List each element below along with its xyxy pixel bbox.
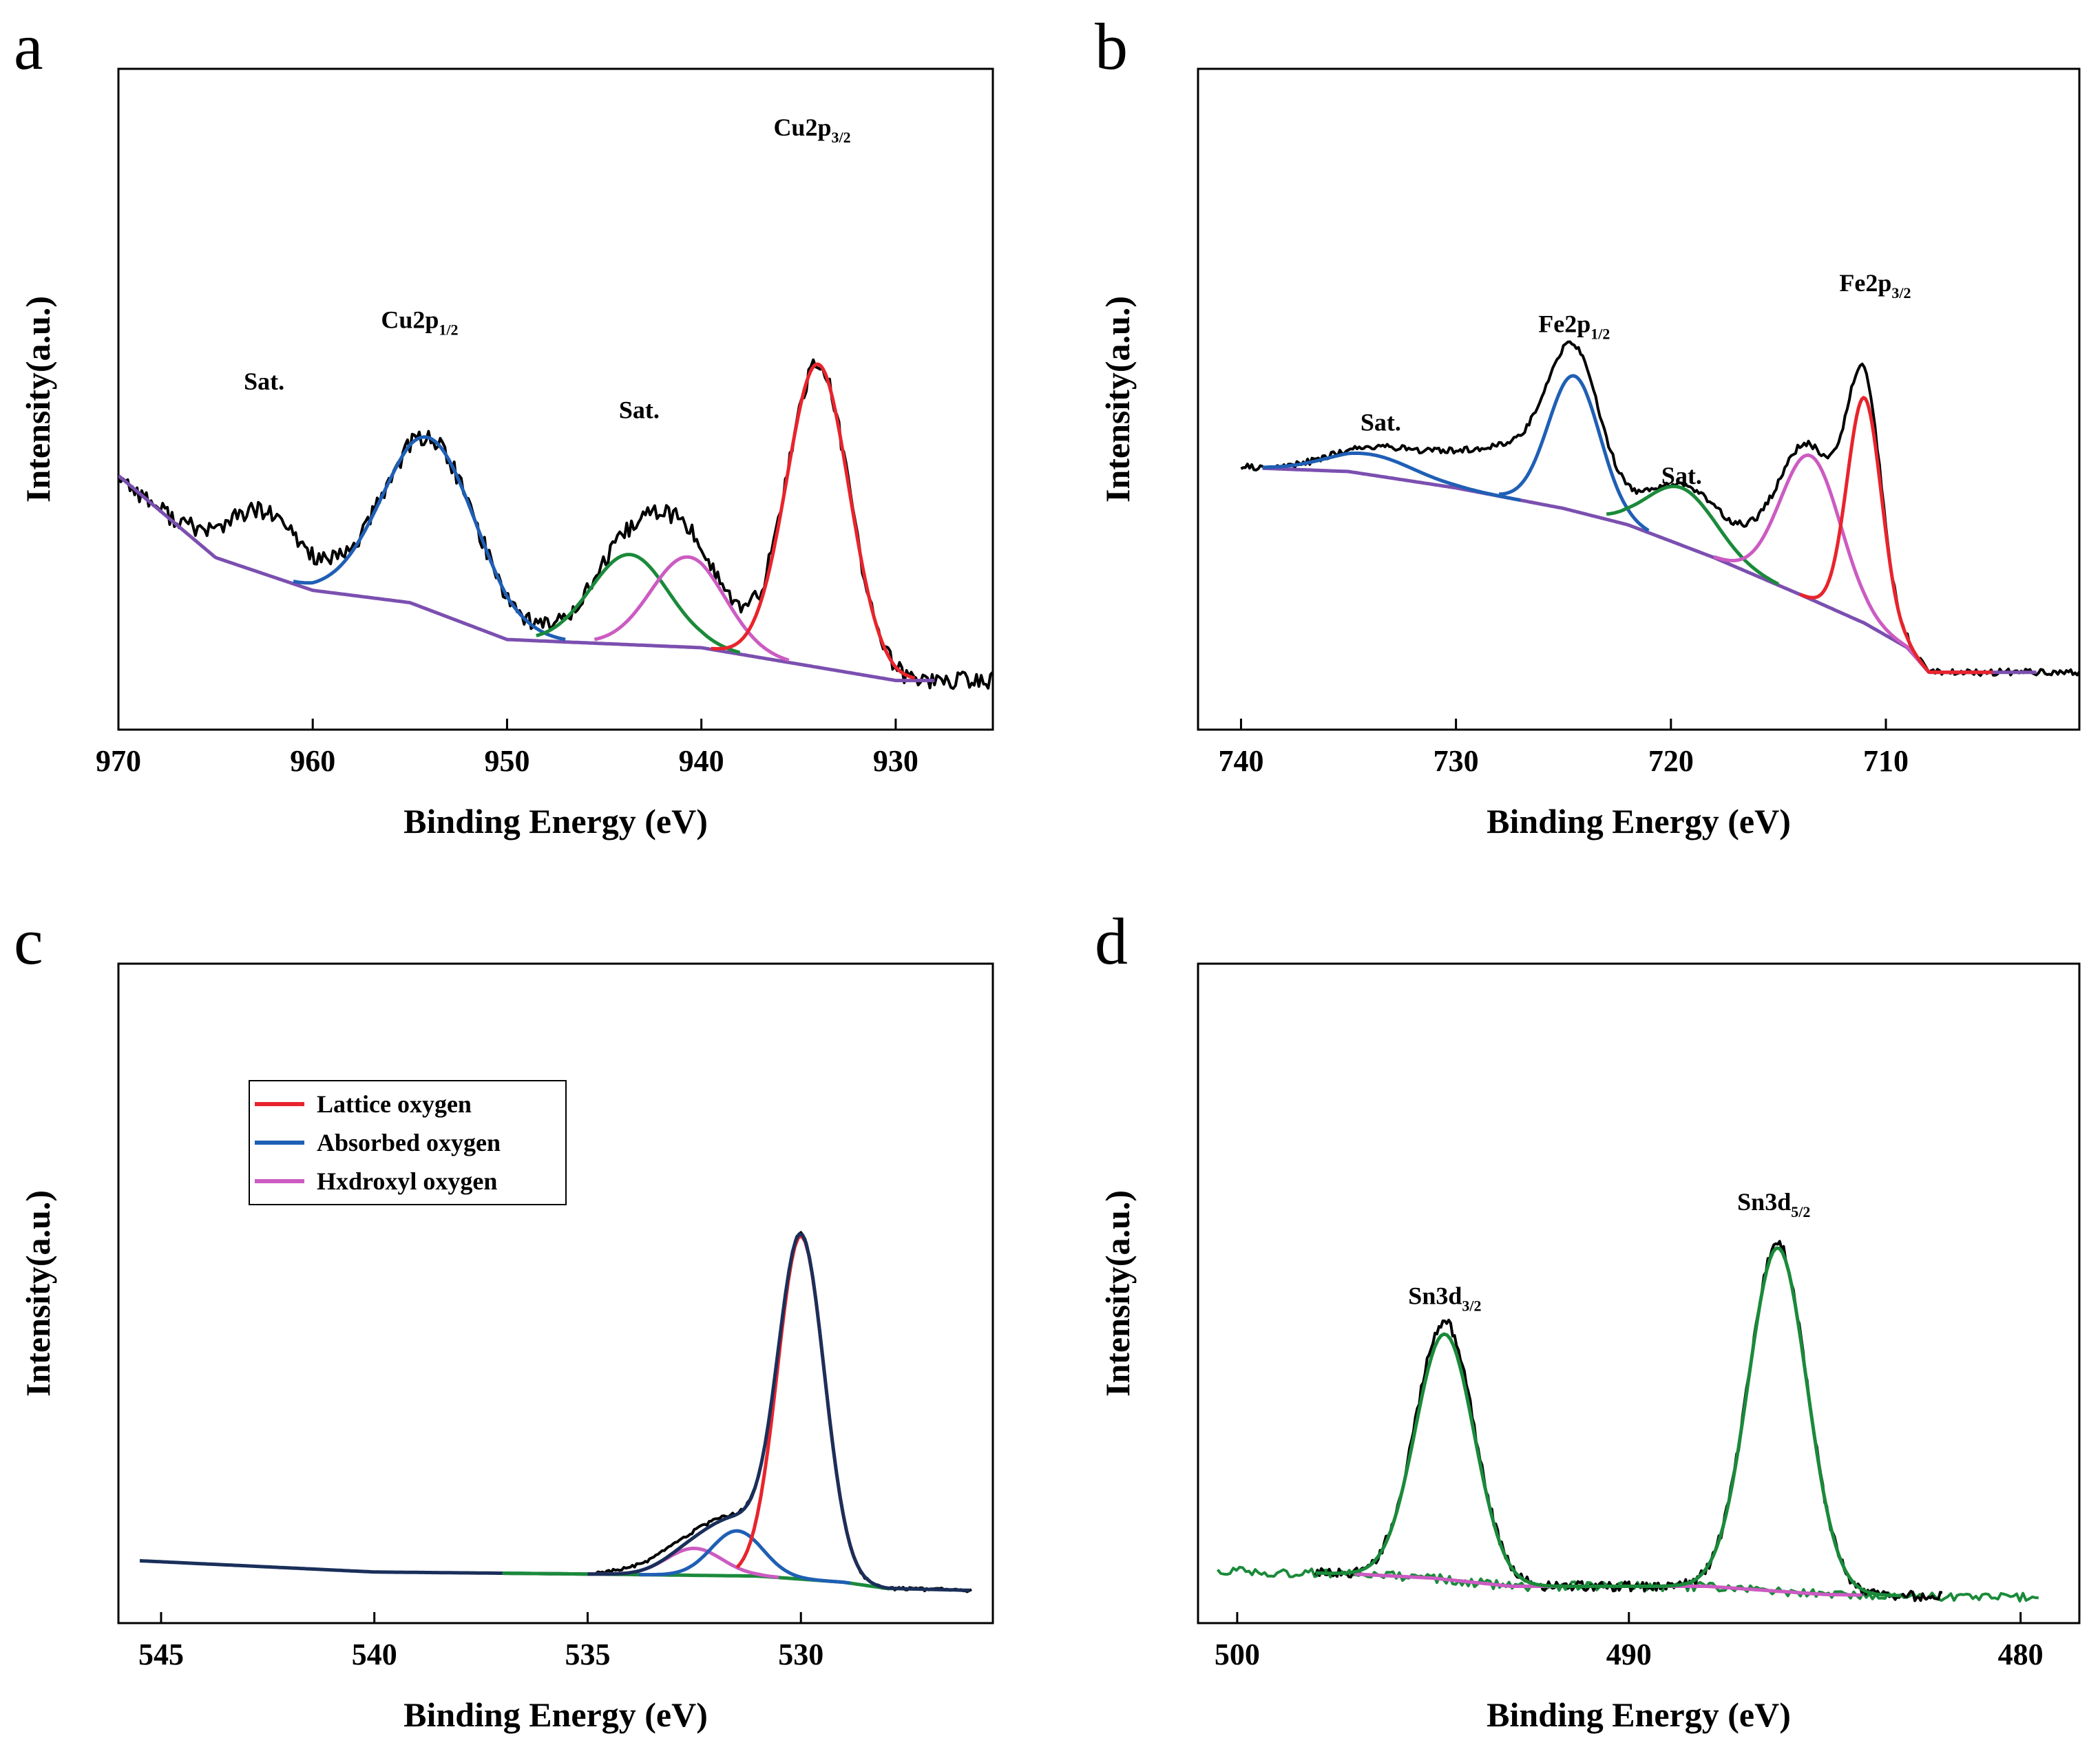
x-axis-title: Binding Energy (eV) [1487, 802, 1791, 840]
peak-label: Sat. [244, 368, 284, 395]
x-axis-title: Binding Energy (eV) [403, 1695, 708, 1734]
series-cu2p3-2 [711, 362, 916, 680]
peak-label: Sat. [619, 396, 660, 424]
x-tick-label: 960 [290, 744, 335, 778]
peak-label: Sat. [1361, 409, 1401, 436]
series-background [118, 474, 935, 683]
peak-label-sub: 3/2 [1462, 1298, 1481, 1315]
peak-label-main: Sat. [1361, 409, 1401, 436]
plot-area [118, 358, 993, 690]
peak-label-main: Sn3d [1737, 1188, 1791, 1216]
y-axis-title: Intensity(a.u.) [1098, 296, 1137, 502]
x-axis-title: Binding Energy (eV) [1487, 1695, 1791, 1734]
legend-label: Absorbed oxygen [317, 1129, 501, 1156]
x-axis-title: Binding Energy (eV) [403, 802, 708, 840]
y-axis-title: Intensity(a.u.) [19, 1190, 57, 1397]
series-cu2p1-2 [293, 435, 566, 642]
panel-d: d 500 490 480 Binding Energy (eV) Intensity(a… [1095, 904, 2081, 1734]
panel-letter: a [14, 10, 43, 83]
peak-label-main: Cu2p [381, 306, 439, 334]
x-tick-label: 480 [1998, 1638, 2044, 1671]
series-sn3d-fit [1315, 1246, 1902, 1598]
series-envelope [587, 1232, 970, 1592]
legend: Lattice oxygen Absorbed oxygen Hxdroxyl ox… [249, 1080, 567, 1205]
peak-label-sub: 3/2 [1891, 284, 1911, 301]
plot-frame [117, 67, 994, 731]
series-background [1262, 466, 2037, 675]
x-tick-label: 545 [138, 1638, 184, 1671]
x-tick-label: 490 [1606, 1638, 1652, 1671]
series-fe2p3-2-713-5 [1713, 453, 1993, 675]
series-sat-940-7 [594, 555, 790, 662]
peak-label-sub: 5/2 [1791, 1203, 1810, 1220]
panel-letter: c [14, 904, 43, 978]
series-experimental [1240, 340, 2079, 677]
x-tick-label: 740 [1218, 744, 1263, 778]
series-absorbed-oxygen [638, 1529, 851, 1585]
plot-area [139, 1231, 972, 1594]
x-tick-label: 710 [1863, 744, 1909, 778]
x-tick-label: 970 [96, 744, 141, 778]
peak-label: Fe2p1/2 [1538, 310, 1610, 343]
legend-label: Hxdroxyl oxygen [317, 1167, 497, 1195]
peak-label-main: Fe2p [1538, 310, 1590, 338]
plot-area [1240, 340, 2079, 677]
panel-letter: b [1095, 10, 1128, 83]
plot-frame [1197, 962, 2081, 1624]
series-experimental [595, 1231, 972, 1594]
x-tick-label: 535 [565, 1638, 610, 1671]
peak-label: Cu2p1/2 [381, 306, 458, 339]
panel-b: b 740 730 720 710 Binding Energy (eV) Intensit… [1095, 10, 2081, 840]
peak-label-main: Fe2p [1839, 269, 1891, 297]
x-tick-label: 950 [484, 744, 529, 778]
peak-label: Sat. [1661, 462, 1702, 489]
peak-label-main: Sat. [1661, 462, 1702, 489]
peak-label-main: Cu2p [773, 114, 831, 141]
peak-label-main: Sn3d [1408, 1282, 1462, 1310]
y-axis-title: Intensity(a.u.) [1098, 1190, 1137, 1397]
panel-a: a 970 960 950 940 930 Binding Energy (eV) Inten… [14, 10, 994, 840]
peak-label: Sn3d5/2 [1737, 1188, 1810, 1220]
peak-label-sub: 3/2 [831, 129, 850, 146]
series-fe2p3-2-711 [1799, 396, 1993, 675]
peak-label-main: Sat. [244, 368, 284, 395]
series-sat-719-5 [1606, 485, 1780, 586]
plot-frame [1197, 67, 2081, 731]
series-fe2p1-2 [1499, 374, 1650, 532]
x-tick-label: 540 [352, 1638, 397, 1671]
plot-area [1216, 1240, 2039, 1602]
x-tick-label: 500 [1215, 1638, 1260, 1671]
peak-label: Cu2p3/2 [773, 114, 850, 146]
panel-c: c 545 540 535 530 Binding Energy (eV) Intensit… [14, 904, 994, 1734]
x-tick-label: 940 [679, 744, 724, 778]
peak-label-main: Sat. [619, 396, 660, 424]
series-experimental [118, 358, 993, 690]
y-axis-title: Intensity(a.u.) [19, 296, 57, 502]
plot-frame [117, 962, 994, 1624]
series-sat-943-7 [536, 553, 741, 655]
peak-label-sub: 1/2 [1590, 326, 1610, 343]
x-tick-label: 720 [1648, 744, 1694, 778]
peak-label: Sn3d3/2 [1408, 1282, 1481, 1315]
panel-letter: d [1095, 904, 1128, 978]
x-tick-label: 730 [1434, 744, 1479, 778]
series-sat-734 [1262, 452, 1521, 502]
peak-label-sub: 1/2 [439, 321, 458, 339]
x-tick-label: 530 [778, 1638, 823, 1671]
legend-label: Lattice oxygen [317, 1090, 472, 1118]
x-tick-label: 930 [873, 744, 918, 778]
peak-label: Fe2p3/2 [1839, 269, 1911, 301]
